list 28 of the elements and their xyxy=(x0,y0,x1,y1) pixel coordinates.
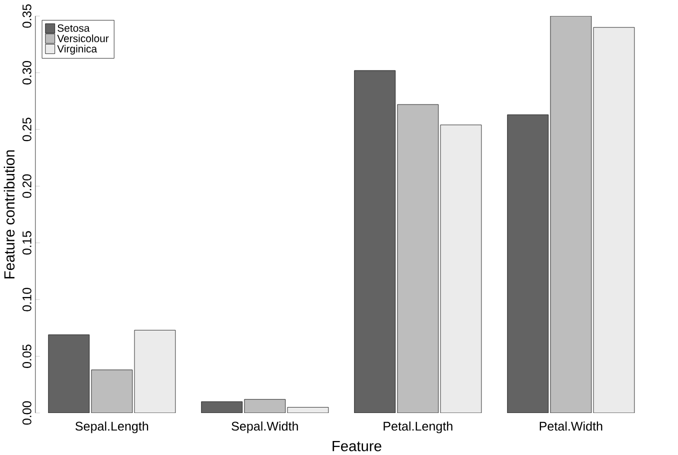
bar xyxy=(91,370,132,413)
y-tick-label: 0.00 xyxy=(22,401,32,425)
bar xyxy=(550,16,592,413)
bar xyxy=(244,399,286,413)
y-tick-label: 0.05 xyxy=(22,344,32,368)
y-tick-label: 0.25 xyxy=(22,118,32,142)
bar xyxy=(397,104,438,413)
y-axis-title: Feature contribution xyxy=(4,150,15,278)
bar xyxy=(48,334,90,413)
legend-label: Versicolour xyxy=(57,34,109,42)
x-tick-label: Petal.Length xyxy=(384,421,452,434)
y-tick-label: 0.20 xyxy=(22,174,32,198)
y-tick-label: 0.30 xyxy=(22,60,32,84)
x-tick-label: Petal.Width xyxy=(540,421,602,431)
x-tick-label: Sepal.Width xyxy=(232,421,298,434)
x-axis-title: Feature xyxy=(332,440,382,452)
bar xyxy=(593,27,635,413)
bar xyxy=(507,114,549,413)
y-tick-label: 0.35 xyxy=(22,4,32,28)
bar xyxy=(134,330,176,413)
legend-label: Setosa xyxy=(58,24,90,32)
bar xyxy=(201,402,242,413)
legend-label: Virginica xyxy=(57,44,98,55)
bar xyxy=(354,70,396,413)
bar xyxy=(440,124,482,413)
x-tick-label: Sepal.Length xyxy=(75,421,148,434)
y-tick-label: 0.10 xyxy=(22,288,32,312)
y-tick-label: 0.15 xyxy=(22,231,32,255)
